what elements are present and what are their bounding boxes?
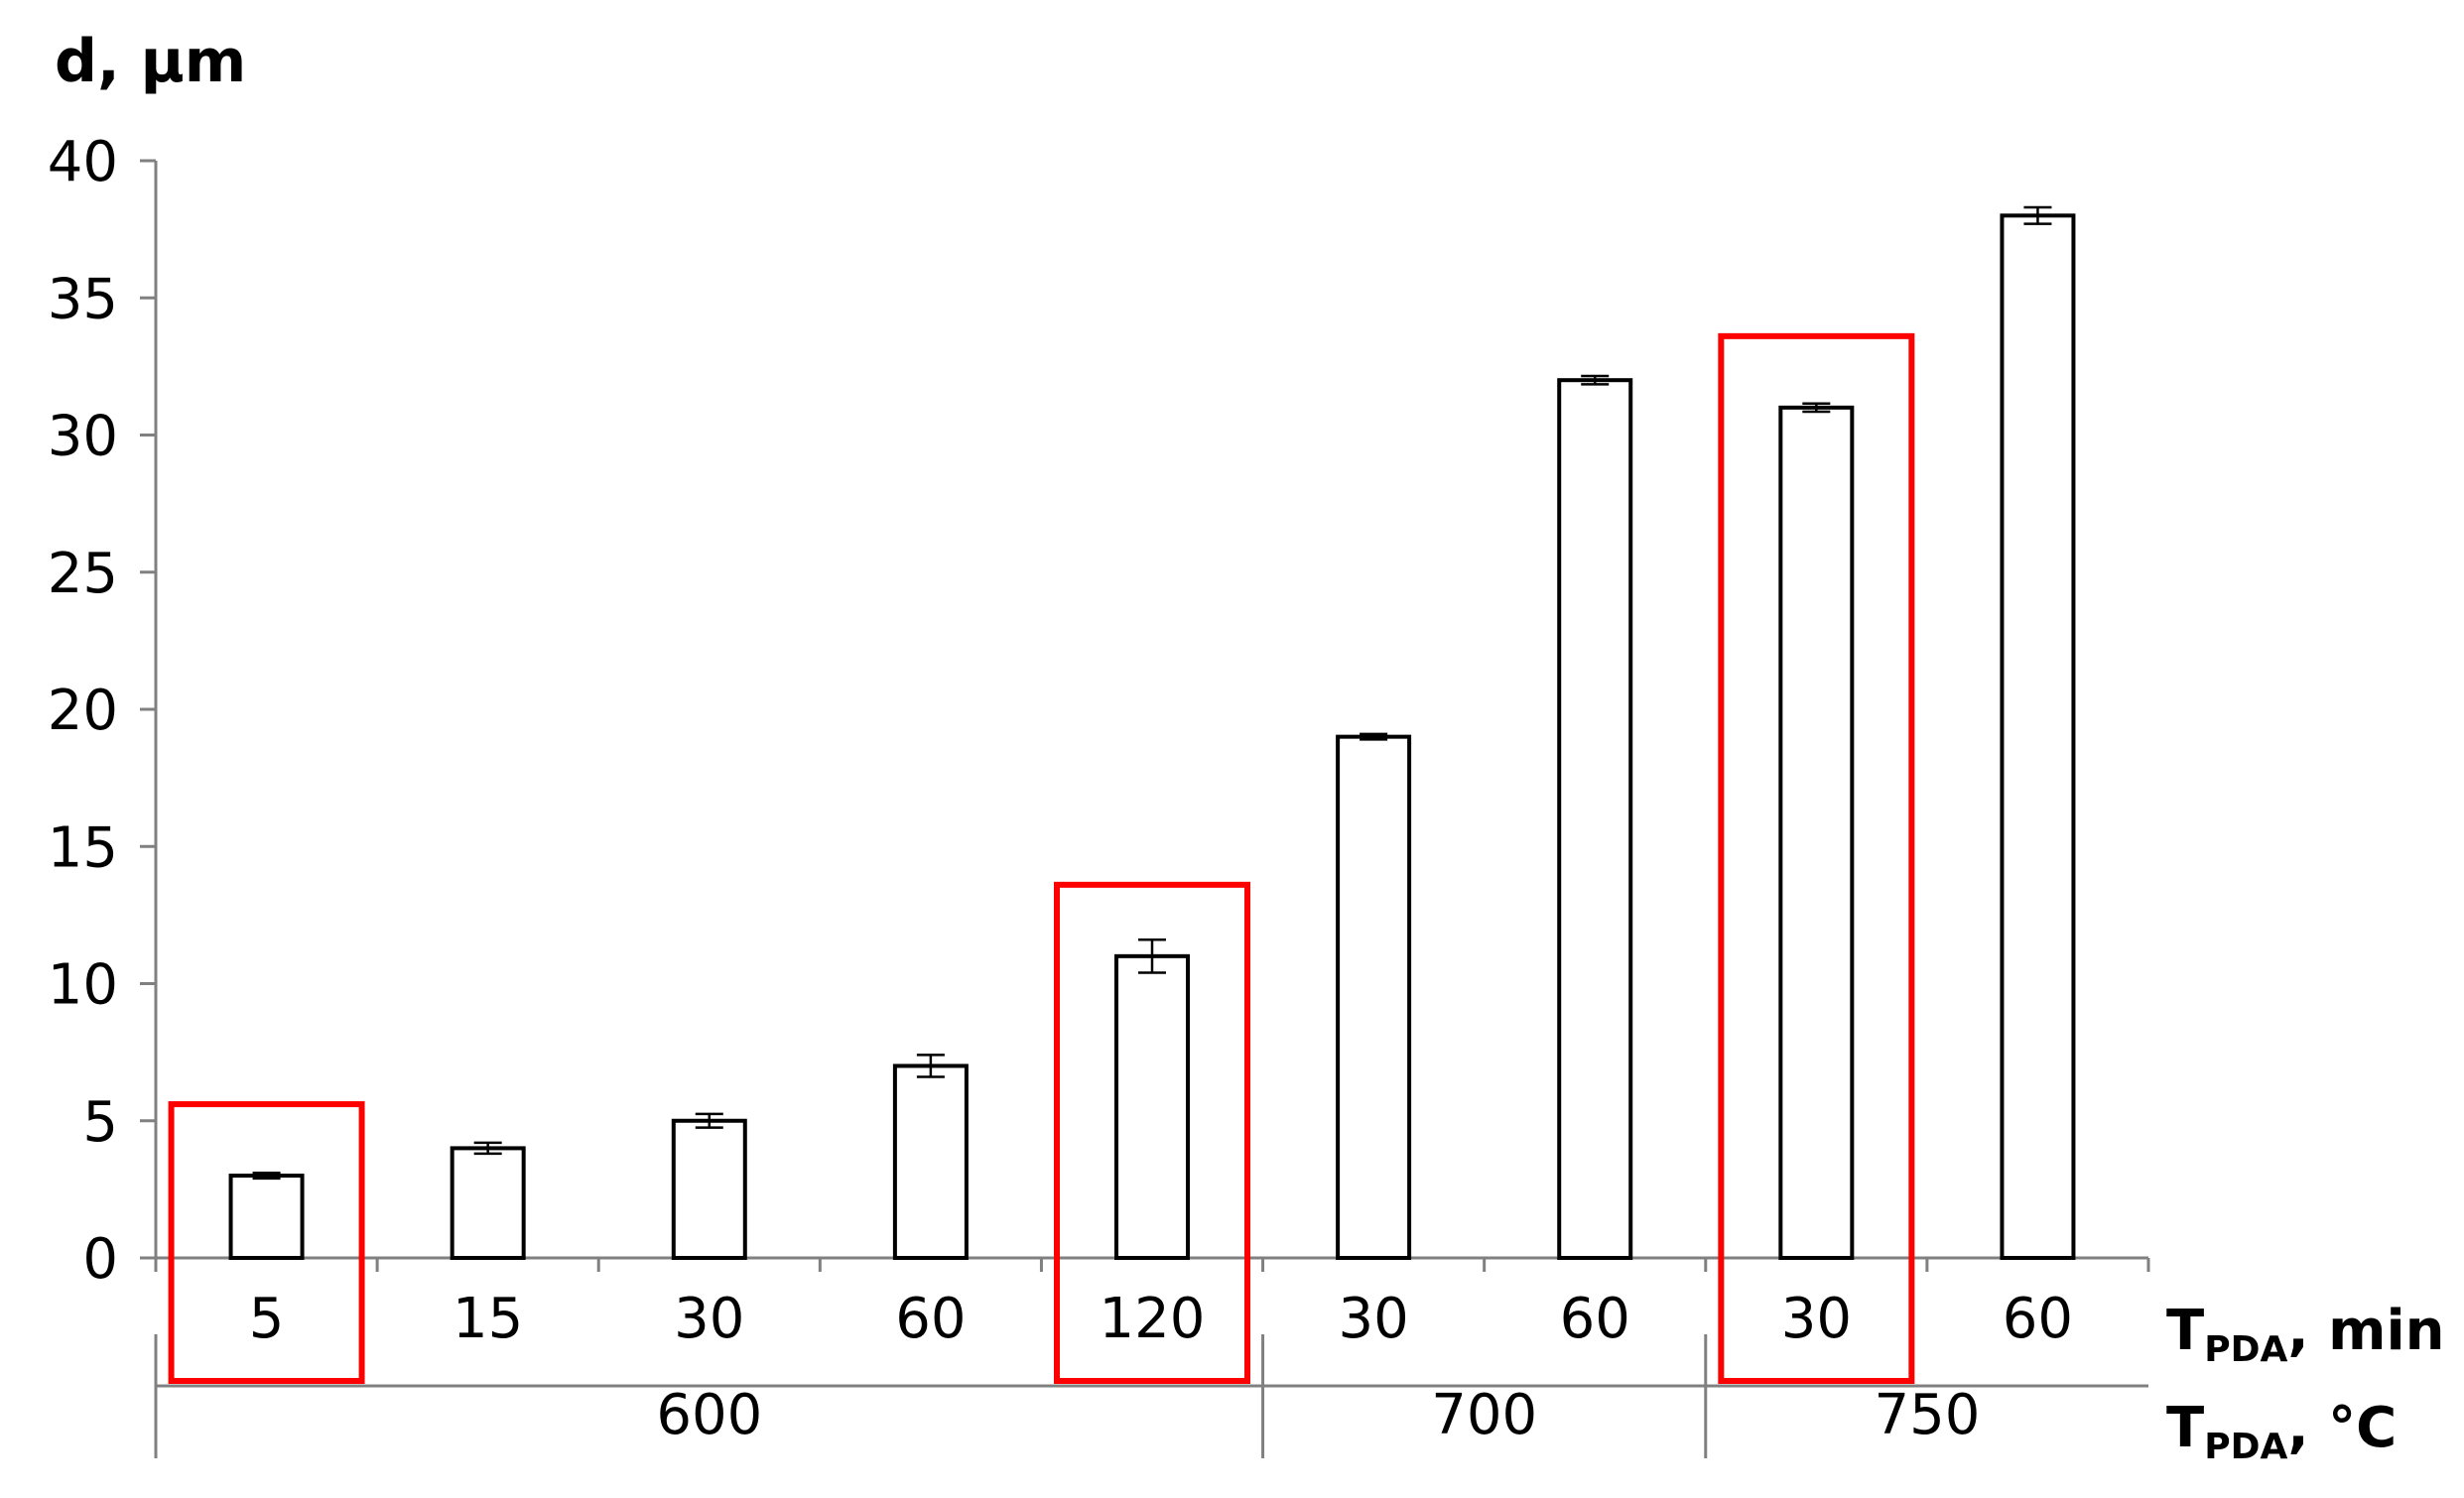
x-axis-title-min: TPDA, min (2166, 1299, 2445, 1370)
bar (2000, 213, 2076, 1260)
bar (228, 1174, 305, 1261)
x-category-label: 120 (1100, 1287, 1206, 1351)
error-bar (695, 1112, 723, 1129)
y-tick-label: 35 (48, 267, 118, 331)
error-bar (1802, 402, 1831, 414)
group-label: 700 (1431, 1383, 1537, 1447)
bar (450, 1146, 526, 1261)
x-category-label: 30 (1781, 1287, 1852, 1351)
highlight-box (168, 1101, 365, 1385)
error-bar (1360, 732, 1388, 741)
error-bar (1581, 374, 1610, 386)
bar (1114, 953, 1190, 1260)
x-category-label: 30 (674, 1287, 744, 1351)
error-bar (473, 1141, 502, 1156)
y-tick-label: 25 (48, 542, 118, 606)
group-label: 750 (1874, 1383, 1980, 1447)
y-tick-label: 20 (48, 679, 118, 743)
error-bar (252, 1172, 281, 1181)
tick-labels: 0 5 10 15 20 25 30 35 40 5 15 30 60 120 30 60 30 60 600 700… (48, 130, 2073, 1447)
error-bar (916, 1054, 945, 1078)
x-category-label: 5 (249, 1287, 285, 1351)
y-tick-label: 15 (48, 815, 118, 880)
axis-titles: TPDA, min TPDA, °C (2166, 1299, 2445, 1467)
bar (1336, 734, 1412, 1260)
y-tick-label: 0 (82, 1227, 118, 1292)
x-category-label: 60 (2003, 1287, 2073, 1351)
x-category-label: 60 (895, 1287, 966, 1351)
highlight-boxes (168, 332, 1915, 1385)
x-category-label: 30 (1338, 1287, 1408, 1351)
highlight-box (1718, 332, 1915, 1385)
bars (228, 205, 2076, 1261)
x-category-label: 60 (1560, 1287, 1630, 1351)
y-axis-label: d, μm (55, 27, 246, 96)
bar (892, 1063, 969, 1260)
y-tick-label: 30 (48, 405, 118, 469)
error-bar (2023, 205, 2052, 225)
x-axis-title-temperature: TPDA, °C (2166, 1396, 2397, 1467)
y-tick-label: 40 (48, 130, 118, 194)
group-label: 600 (656, 1383, 762, 1447)
bar (671, 1118, 747, 1260)
error-bar (1138, 938, 1166, 974)
bar (1778, 405, 1855, 1261)
bar (1557, 378, 1633, 1260)
highlight-box (1054, 881, 1250, 1384)
y-tick-label: 10 (48, 953, 118, 1018)
y-tick-label: 5 (82, 1090, 118, 1155)
x-category-label: 15 (453, 1287, 523, 1351)
